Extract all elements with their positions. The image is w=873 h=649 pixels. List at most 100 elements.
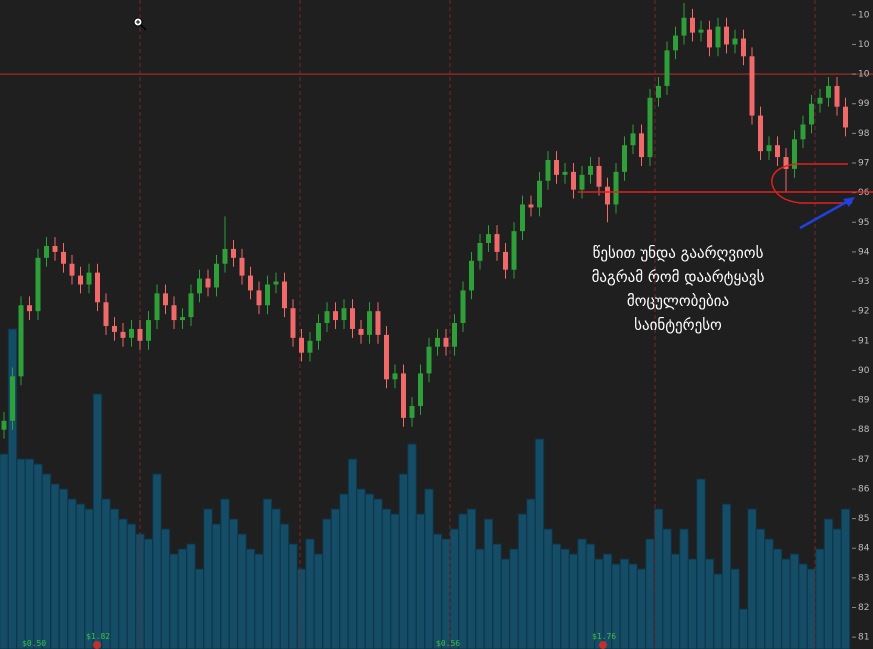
volume-bar [747, 508, 757, 649]
volume-bar [755, 528, 766, 649]
volume-bar [398, 473, 409, 649]
y-tick-label: 90 [858, 366, 870, 376]
y-tick-label: 81 [858, 633, 869, 643]
volume-bar [296, 568, 307, 649]
volume-bar [517, 513, 528, 649]
y-tick-label: 92 [858, 307, 869, 317]
earnings-label: $0.50 [22, 639, 46, 648]
volume-bar [441, 538, 451, 649]
candle-body [673, 35, 678, 51]
candle-body [681, 17, 687, 36]
candle-body [154, 293, 160, 321]
candle-body [834, 85, 840, 107]
candle-body [664, 50, 670, 86]
volume-bar [568, 553, 579, 649]
candle-body [307, 340, 313, 353]
y-tick-label: 91 [858, 336, 869, 346]
candle-body [690, 17, 695, 33]
volume-bar [390, 513, 400, 649]
candle-body [817, 97, 823, 104]
candle-body [231, 248, 236, 258]
earnings-label: $1.76 [592, 632, 616, 641]
price-axis: 81 82 83 84 85 86 87 88 89 90 91 92 93 94 95 96 97 98 99 10… [852, 10, 870, 643]
candle-body [18, 305, 24, 377]
volume-bar [373, 498, 383, 649]
volume-bar [67, 498, 77, 649]
candle-body [545, 160, 551, 181]
candle-body [460, 290, 466, 324]
volume-bar [407, 443, 417, 649]
volume-bar [534, 438, 545, 649]
volume-bar [840, 508, 851, 649]
candle-body [749, 56, 755, 116]
volume-bar [560, 548, 570, 649]
candle-body [511, 231, 517, 270]
candle-body [273, 281, 279, 285]
candle-body [732, 38, 738, 45]
candle-body [452, 323, 457, 347]
volume-bar [109, 508, 120, 649]
candle-body [724, 26, 729, 45]
arrow-head [843, 197, 855, 207]
candle-body [528, 204, 534, 208]
volume-bar [16, 458, 26, 649]
candle-body [248, 275, 253, 291]
volume-bar [475, 548, 485, 649]
y-tick-label: 85 [858, 514, 869, 524]
candle-body [554, 160, 559, 175]
drawn-arrow [799, 198, 851, 230]
candle-body [758, 115, 763, 152]
candle-body [44, 245, 49, 258]
volume-bar [101, 498, 111, 649]
annotation-text: საინტერესო [634, 316, 722, 334]
candle-body [61, 251, 66, 264]
candle-body [239, 257, 245, 276]
candle-body [78, 275, 83, 285]
volume-bar [228, 518, 239, 649]
candle-body [588, 165, 593, 175]
volume-bar [713, 573, 723, 649]
event-icon[interactable] [93, 641, 101, 649]
candle-body [707, 29, 712, 48]
volume-bar [415, 513, 426, 649]
volume-bar [58, 488, 69, 649]
candle-body [333, 311, 338, 321]
candle-body [392, 373, 398, 380]
candle-body [826, 85, 831, 98]
candle-body [375, 311, 381, 335]
candle-body [197, 278, 202, 294]
candle-body [222, 248, 228, 264]
candle-body [86, 272, 92, 285]
candle-body [137, 328, 143, 341]
volume-bar [152, 473, 162, 649]
volume-bar [424, 488, 434, 649]
volume-bar [679, 528, 689, 649]
candle-body [350, 308, 355, 329]
y-tick-label: 89 [858, 396, 870, 406]
volume-bar [347, 458, 358, 649]
volume-bar [254, 553, 264, 649]
event-icon[interactable] [599, 641, 607, 649]
candle-body [384, 334, 389, 380]
volume-bar [636, 568, 647, 649]
candle-body [112, 325, 117, 332]
candle-body [418, 373, 423, 406]
volume-bar [764, 538, 774, 649]
annotation-text: მოცულობებია [627, 292, 729, 310]
volume-bar [492, 543, 502, 649]
volume-bar [118, 518, 128, 649]
volume-bar [772, 548, 783, 649]
candle-body [605, 186, 610, 205]
volume-layer [0, 328, 851, 649]
candle-body [324, 311, 330, 324]
volume-bar [653, 508, 664, 649]
candle-body [146, 320, 151, 341]
candle-body [163, 293, 168, 306]
volume-bar [177, 548, 188, 649]
volume-bar [245, 548, 256, 649]
volume-bar [551, 543, 562, 649]
volume-bar [815, 548, 825, 649]
candle-body [613, 171, 619, 205]
candle-body [622, 145, 627, 172]
volume-bar [458, 513, 468, 649]
